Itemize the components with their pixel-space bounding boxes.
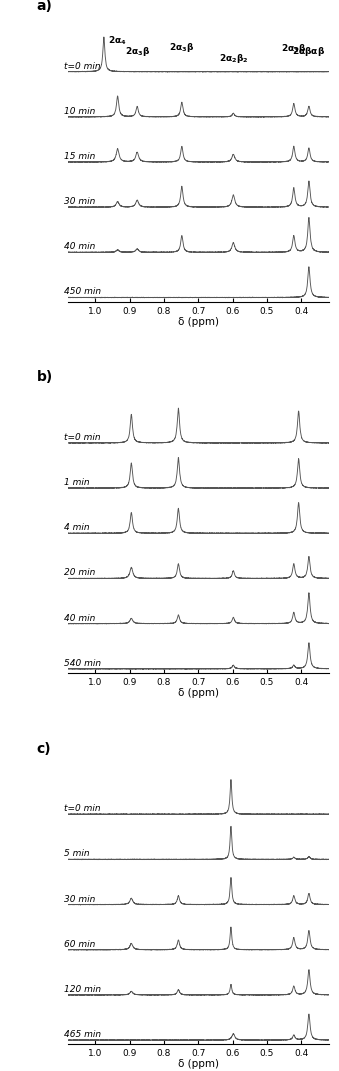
Text: t=0 min: t=0 min <box>64 804 101 813</box>
Text: 30 min: 30 min <box>64 197 96 206</box>
Text: 20 min: 20 min <box>64 569 96 577</box>
Text: 30 min: 30 min <box>64 894 96 904</box>
Text: a): a) <box>37 0 52 13</box>
Text: $\mathbf{2\alpha_4}$: $\mathbf{2\alpha_4}$ <box>108 35 127 47</box>
Text: $\mathbf{2\alpha_3\beta}$: $\mathbf{2\alpha_3\beta}$ <box>281 42 306 55</box>
Text: 465 min: 465 min <box>64 1030 101 1039</box>
Text: t=0 min: t=0 min <box>64 62 101 71</box>
Text: 5 min: 5 min <box>64 849 90 858</box>
X-axis label: δ (ppm): δ (ppm) <box>178 317 219 327</box>
Text: $\mathbf{2\alpha_2\beta_2}$: $\mathbf{2\alpha_2\beta_2}$ <box>219 51 248 64</box>
Text: 40 min: 40 min <box>64 242 96 252</box>
Text: 120 min: 120 min <box>64 985 101 994</box>
Text: $\mathbf{2\alpha_3\beta}$: $\mathbf{2\alpha_3\beta}$ <box>169 41 195 54</box>
Text: 40 min: 40 min <box>64 614 96 622</box>
X-axis label: δ (ppm): δ (ppm) <box>178 1059 219 1070</box>
Text: 1 min: 1 min <box>64 478 90 487</box>
Text: $\mathbf{2\alpha_3\beta}$: $\mathbf{2\alpha_3\beta}$ <box>125 45 150 58</box>
Text: 450 min: 450 min <box>64 287 101 297</box>
Text: 60 min: 60 min <box>64 939 96 949</box>
Text: 540 min: 540 min <box>64 659 101 667</box>
Text: c): c) <box>37 742 51 756</box>
Text: 4 min: 4 min <box>64 524 90 532</box>
Text: 15 min: 15 min <box>64 152 96 161</box>
Text: b): b) <box>37 371 53 384</box>
X-axis label: δ (ppm): δ (ppm) <box>178 689 219 698</box>
Text: $\mathbf{2\alpha\beta\alpha\beta}$: $\mathbf{2\alpha\beta\alpha\beta}$ <box>292 45 325 58</box>
Text: 10 min: 10 min <box>64 107 96 116</box>
Text: t=0 min: t=0 min <box>64 433 101 442</box>
